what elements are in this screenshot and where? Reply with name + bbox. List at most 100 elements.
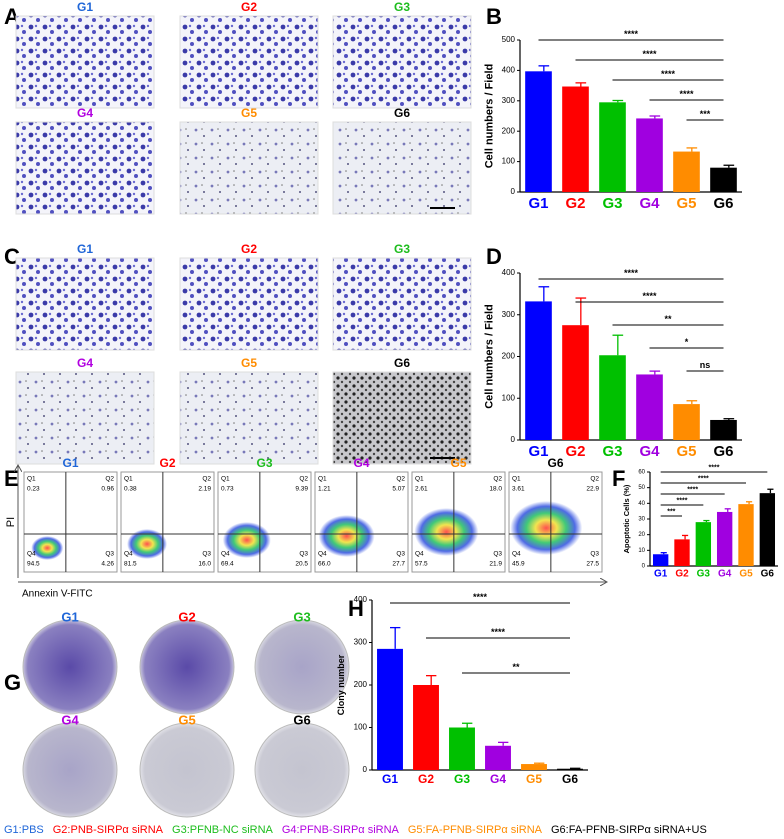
quadrant-value: 21.9 — [489, 561, 502, 568]
bar — [636, 374, 663, 440]
x-tick-label: G3 — [454, 772, 470, 786]
y-tick-label: 40 — [638, 501, 645, 507]
quadrant-value: 18.0 — [489, 486, 502, 493]
group-label: G3 — [394, 0, 410, 14]
bar — [738, 504, 754, 566]
quadrant-name: Q2 — [299, 476, 308, 483]
group-label: G5 — [241, 356, 257, 370]
x-tick-label: G2 — [418, 772, 434, 786]
quadrant-name: Q2 — [590, 476, 599, 483]
legend-entry: G6:FA-PFNB-SIRPα siRNA+US — [551, 824, 707, 836]
flow-cloud — [318, 515, 375, 557]
x-tick-label: G1 — [528, 443, 548, 460]
legend-entry: G4:PFNB-SIRPα siRNA — [282, 824, 400, 836]
quadrant-name: Q3 — [493, 551, 502, 558]
quadrant-name: Q4 — [221, 551, 230, 558]
flow-cloud — [31, 536, 64, 560]
bar — [673, 404, 700, 440]
bar — [485, 745, 511, 770]
significance-label: **** — [661, 69, 676, 79]
significance-label: *** — [667, 509, 675, 516]
group-label: G6 — [394, 356, 410, 370]
significance-label: **** — [679, 89, 694, 99]
quadrant-value: 69.4 — [221, 561, 234, 568]
bar — [413, 685, 439, 770]
group-label: G2 — [178, 609, 195, 624]
axis-label: Annexin V-FITC — [22, 589, 93, 600]
quadrant-name: Q1 — [318, 476, 327, 483]
y-tick-label: 100 — [354, 723, 368, 732]
x-tick-label: G3 — [697, 569, 711, 580]
significance-label: **** — [473, 592, 488, 602]
group-label: G3 — [256, 456, 272, 470]
quadrant-name: Q3 — [299, 551, 308, 558]
y-tick-label: 10 — [638, 548, 645, 554]
quadrant-value: 57.5 — [415, 561, 428, 568]
x-tick-label: G5 — [676, 443, 696, 460]
significance-label: *** — [700, 109, 711, 119]
quadrant-name: Q2 — [105, 476, 114, 483]
quadrant-name: Q3 — [590, 551, 599, 558]
micrograph — [15, 257, 155, 351]
panel-letter: G — [4, 670, 21, 695]
quadrant-value: 4.26 — [101, 561, 114, 568]
micrograph — [332, 371, 472, 465]
bar — [449, 727, 475, 770]
axis-label: PI — [5, 517, 17, 527]
y-tick-label: 100 — [502, 393, 516, 402]
micrograph — [332, 257, 472, 351]
micrograph — [332, 121, 472, 215]
quadrant-value: 94.5 — [27, 561, 40, 568]
group-label: G6 — [293, 712, 310, 727]
quadrant-value: 0.73 — [221, 486, 234, 493]
x-tick-label: G6 — [713, 195, 733, 212]
micrograph — [179, 257, 319, 351]
significance-label: **** — [698, 476, 709, 483]
significance-label: **** — [709, 465, 720, 472]
group-label: G4 — [353, 456, 369, 470]
group-label: G5 — [241, 106, 257, 120]
bar — [695, 522, 712, 566]
micrograph — [179, 371, 319, 465]
y-tick-label: 500 — [502, 35, 516, 44]
bar — [599, 355, 626, 440]
quadrant-name: Q2 — [493, 476, 502, 483]
significance-label: **** — [677, 498, 688, 505]
x-tick-label: G5 — [739, 569, 753, 580]
quadrant-value: 5.07 — [392, 486, 405, 493]
quadrant-value: 27.7 — [392, 561, 405, 568]
x-tick-label: G4 — [639, 443, 660, 460]
x-tick-label: G6 — [761, 569, 775, 580]
y-tick-label: 200 — [502, 352, 516, 361]
y-tick-label: 30 — [638, 517, 645, 523]
x-tick-label: G2 — [565, 443, 585, 460]
group-label: G3 — [394, 242, 410, 256]
quadrant-value: 2.19 — [198, 486, 211, 493]
group-label: G2 — [241, 242, 257, 256]
bar — [636, 118, 663, 192]
colony-plate — [254, 619, 350, 715]
y-tick-label: 400 — [354, 595, 368, 604]
flow-cloud — [510, 501, 583, 555]
flow-cloud — [414, 508, 479, 556]
quadrant-name: Q4 — [27, 551, 36, 558]
y-tick-label: 0 — [511, 187, 516, 196]
x-tick-label: G5 — [676, 195, 696, 212]
significance-label: * — [685, 337, 689, 347]
quadrant-name: Q1 — [124, 476, 133, 483]
x-tick-label: G1 — [654, 569, 668, 580]
x-tick-label: G4 — [639, 195, 660, 212]
group-label: G6 — [394, 106, 410, 120]
significance-label: **** — [642, 291, 657, 301]
y-tick-label: 300 — [502, 310, 516, 319]
x-tick-label: G2 — [565, 195, 585, 212]
bar — [673, 151, 700, 192]
y-tick-label: 0 — [642, 564, 646, 570]
group-label: G2 — [241, 0, 257, 14]
panel-letter: B — [486, 4, 502, 29]
x-tick-label: G6 — [562, 772, 578, 786]
bar — [525, 301, 552, 440]
y-tick-label: 0 — [363, 765, 368, 774]
bar — [599, 102, 626, 192]
